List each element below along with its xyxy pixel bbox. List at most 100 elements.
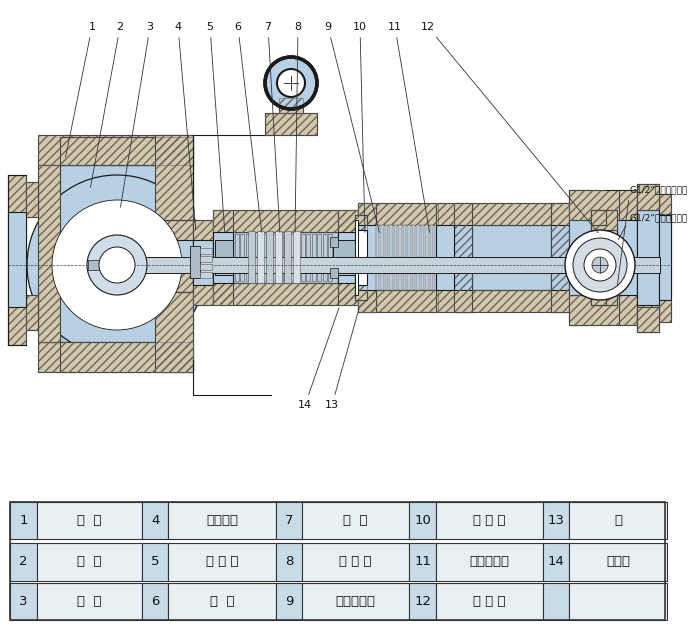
- Bar: [355, 230, 367, 285]
- Bar: [38, 342, 193, 372]
- Bar: [252, 234, 256, 281]
- Bar: [390, 225, 393, 290]
- Bar: [355, 215, 367, 300]
- Bar: [454, 290, 569, 312]
- Bar: [169, 582, 276, 620]
- Bar: [591, 290, 606, 305]
- Bar: [591, 210, 617, 230]
- Text: 轴 承 体: 轴 承 体: [339, 556, 372, 568]
- Bar: [279, 98, 303, 113]
- Bar: [296, 234, 299, 281]
- Bar: [385, 225, 388, 290]
- Bar: [169, 502, 276, 539]
- Text: 3: 3: [120, 22, 153, 208]
- Circle shape: [573, 238, 627, 292]
- Bar: [263, 234, 267, 281]
- Text: 7: 7: [265, 22, 280, 232]
- Bar: [88, 260, 103, 270]
- Text: 9: 9: [285, 595, 293, 608]
- Bar: [569, 543, 667, 581]
- Circle shape: [565, 230, 635, 300]
- Bar: [265, 113, 317, 135]
- Bar: [569, 190, 591, 325]
- Bar: [591, 210, 606, 225]
- Text: 10: 10: [353, 22, 367, 232]
- Bar: [381, 225, 384, 290]
- Text: 10: 10: [414, 514, 431, 527]
- Bar: [213, 232, 233, 283]
- Bar: [200, 248, 212, 254]
- Bar: [328, 234, 332, 281]
- Bar: [193, 240, 213, 285]
- Bar: [302, 582, 410, 620]
- Bar: [376, 225, 379, 290]
- Bar: [275, 231, 282, 283]
- Bar: [410, 543, 436, 581]
- Bar: [302, 502, 410, 539]
- Bar: [551, 203, 569, 312]
- Bar: [569, 582, 667, 620]
- Text: 隔 离 套: 隔 离 套: [473, 514, 506, 527]
- Bar: [591, 210, 617, 230]
- Text: 泵  体: 泵 体: [77, 514, 102, 527]
- Bar: [358, 203, 438, 225]
- Bar: [38, 165, 60, 342]
- Bar: [543, 502, 569, 539]
- Text: 轴  承: 轴 承: [210, 595, 234, 608]
- Bar: [200, 264, 212, 270]
- Bar: [26, 182, 38, 217]
- Bar: [338, 210, 358, 305]
- Bar: [394, 225, 397, 290]
- Bar: [142, 502, 169, 539]
- Bar: [569, 295, 619, 325]
- Bar: [279, 98, 303, 113]
- Text: 14: 14: [548, 556, 565, 568]
- Text: G1/2“冷却进水接管: G1/2“冷却进水接管: [618, 214, 688, 239]
- Circle shape: [265, 57, 317, 109]
- Text: 5: 5: [151, 556, 160, 568]
- Bar: [454, 203, 569, 225]
- Text: 1: 1: [66, 22, 95, 158]
- Bar: [421, 225, 424, 290]
- Bar: [60, 137, 193, 165]
- Bar: [37, 502, 142, 539]
- Bar: [330, 237, 338, 247]
- Bar: [142, 543, 169, 581]
- Text: 6: 6: [151, 595, 160, 608]
- Bar: [358, 203, 376, 312]
- Bar: [246, 234, 250, 281]
- Text: 静  环: 静 环: [77, 556, 102, 568]
- Bar: [659, 194, 671, 322]
- Bar: [215, 240, 233, 275]
- Text: 13: 13: [548, 514, 565, 527]
- Bar: [257, 234, 261, 281]
- Bar: [436, 582, 543, 620]
- Bar: [213, 210, 233, 305]
- Bar: [213, 283, 358, 305]
- Bar: [285, 234, 289, 281]
- Bar: [38, 165, 60, 342]
- Bar: [659, 194, 671, 322]
- Bar: [155, 292, 193, 372]
- Bar: [10, 582, 37, 620]
- Bar: [417, 225, 420, 290]
- Bar: [543, 543, 569, 581]
- Bar: [403, 225, 406, 290]
- Bar: [569, 502, 667, 539]
- Bar: [284, 231, 291, 283]
- Bar: [293, 231, 300, 283]
- Text: 14: 14: [298, 308, 339, 410]
- Circle shape: [87, 235, 147, 295]
- Bar: [412, 225, 415, 290]
- Bar: [37, 582, 142, 620]
- Bar: [279, 234, 283, 281]
- Circle shape: [52, 200, 182, 330]
- Text: 2: 2: [91, 22, 124, 188]
- Bar: [213, 210, 358, 232]
- Bar: [569, 295, 619, 325]
- Bar: [8, 175, 26, 345]
- Bar: [454, 290, 569, 312]
- Bar: [591, 230, 617, 285]
- Bar: [410, 582, 436, 620]
- Bar: [8, 175, 26, 345]
